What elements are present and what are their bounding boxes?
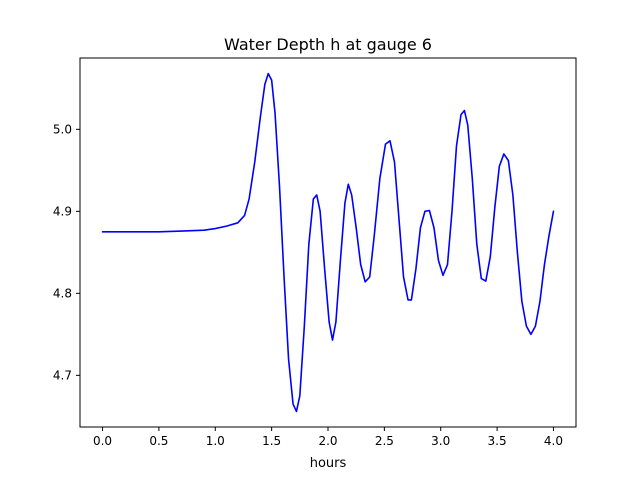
x-tick-label: 2.0: [318, 434, 337, 448]
y-tick-label: 4.8: [53, 286, 72, 300]
x-tick-label: 3.5: [488, 434, 507, 448]
x-tick-label: 2.5: [375, 434, 394, 448]
x-tick-label: 4.0: [544, 434, 563, 448]
chart-title: Water Depth h at gauge 6: [224, 35, 432, 54]
plot-area: [101, 72, 555, 413]
x-tick-label: 1.0: [206, 434, 225, 448]
y-tick-label: 4.7: [53, 368, 72, 382]
x-axis-label: hours: [310, 456, 347, 471]
x-tick-label: 3.0: [431, 434, 450, 448]
y-tick-label: 4.9: [53, 204, 72, 218]
x-axis: 0.0 0.5 1.0 1.5 2.0 2.5 3.0 3.5 4.0: [93, 427, 563, 448]
x-tick-label: 0.5: [149, 434, 168, 448]
y-axis: 4.7 4.8 4.9 5.0: [53, 122, 80, 382]
x-tick-label: 0.0: [93, 434, 112, 448]
x-tick-label: 1.5: [262, 434, 281, 448]
y-tick-label: 5.0: [53, 122, 72, 136]
series-line-0: [101, 72, 555, 413]
